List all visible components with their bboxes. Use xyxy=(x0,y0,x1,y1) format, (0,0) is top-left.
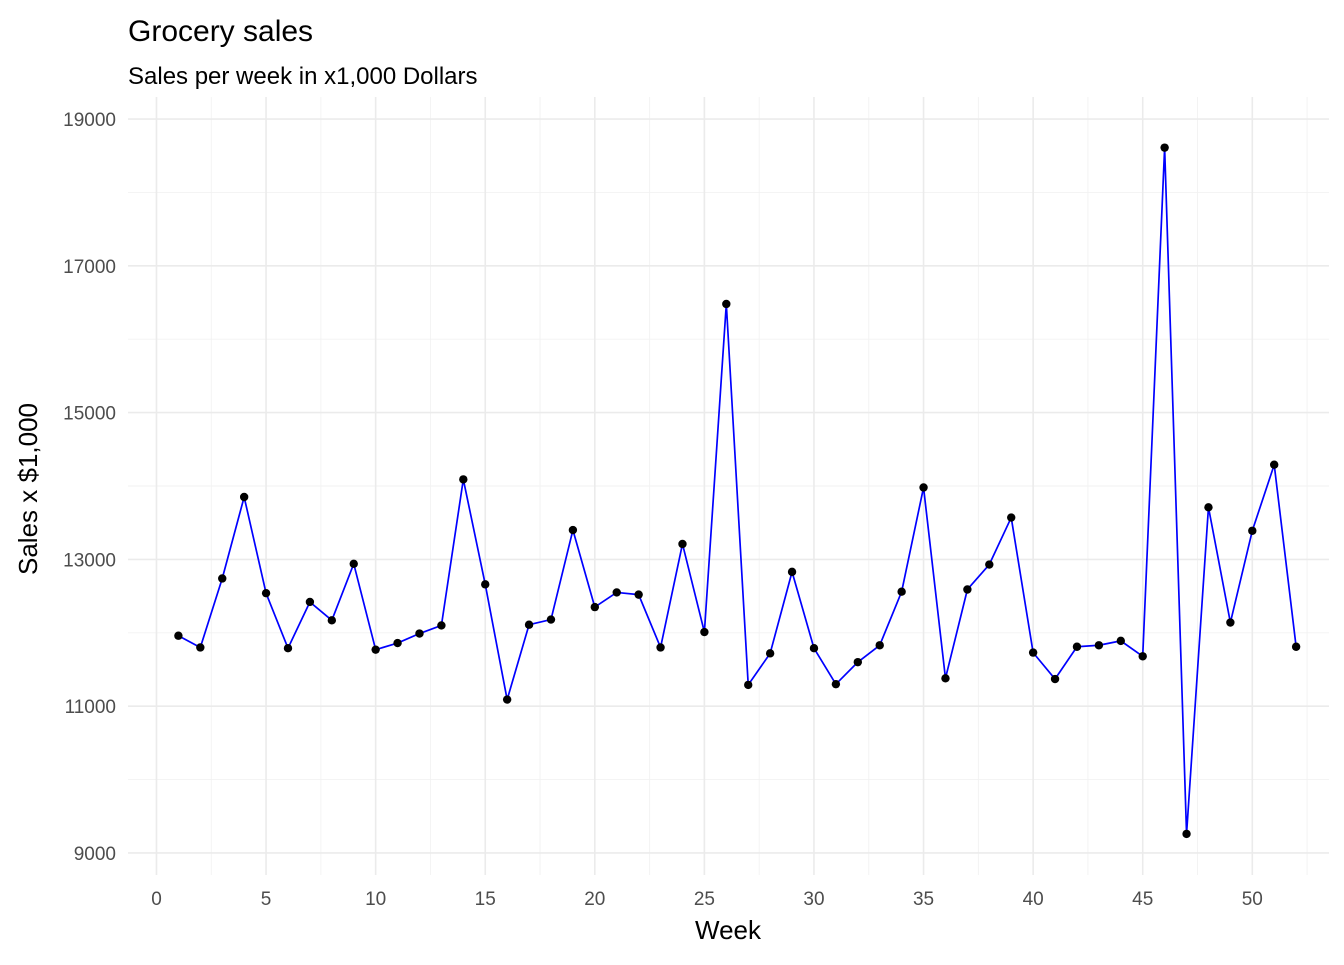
x-tick-label: 10 xyxy=(365,889,386,910)
series-line xyxy=(178,146,1297,835)
data-point xyxy=(174,631,183,640)
x-tick-label: 20 xyxy=(584,889,605,910)
data-point xyxy=(656,643,665,652)
x-tick-label: 50 xyxy=(1242,889,1263,910)
data-point xyxy=(502,695,512,704)
data-point xyxy=(481,580,490,589)
data-point xyxy=(963,585,972,594)
data-point xyxy=(524,620,534,629)
data-point xyxy=(1248,526,1257,535)
data-point xyxy=(678,539,687,549)
data-point xyxy=(853,657,863,667)
data-point xyxy=(415,629,424,638)
data-point xyxy=(1204,503,1213,512)
x-tick-label: 25 xyxy=(694,889,715,910)
y-tick-label: 15000 xyxy=(63,404,116,425)
data-point xyxy=(1270,460,1279,469)
axis-ticks: 0 5 10 15 20 25 30 35 40 45 50 9000 11000 13000 15000 1… xyxy=(63,110,1263,910)
data-point xyxy=(1094,641,1104,650)
data-point xyxy=(196,643,205,652)
x-tick-label: 15 xyxy=(475,889,496,910)
y-axis-title: Sales x $1,000 xyxy=(13,403,43,575)
data-point xyxy=(283,644,293,653)
data-point xyxy=(371,645,380,654)
data-point xyxy=(218,574,227,583)
data-point xyxy=(700,627,709,637)
data-point xyxy=(831,679,841,689)
x-tick-label: 0 xyxy=(151,889,162,910)
data-point xyxy=(875,641,884,650)
data-point xyxy=(1028,648,1038,657)
grid xyxy=(128,97,1329,875)
data-point xyxy=(1160,143,1169,152)
data-point xyxy=(590,602,600,612)
data-point xyxy=(722,299,731,309)
x-tick-label: 35 xyxy=(913,889,934,910)
x-tick-label: 5 xyxy=(261,889,272,910)
series-line-group xyxy=(178,146,1297,835)
data-point xyxy=(634,590,643,599)
x-tick-label: 30 xyxy=(803,889,824,910)
data-point xyxy=(1050,674,1060,684)
data-point xyxy=(261,588,271,598)
y-tick-label: 19000 xyxy=(63,110,116,131)
data-point xyxy=(1116,636,1125,646)
data-points xyxy=(174,143,1301,839)
data-point xyxy=(941,674,950,683)
data-point xyxy=(393,638,402,648)
x-axis-title: Week xyxy=(695,915,762,945)
data-point xyxy=(1291,642,1301,651)
data-point xyxy=(239,492,249,502)
y-tick-label: 13000 xyxy=(63,550,116,571)
data-point xyxy=(1138,652,1147,661)
data-point xyxy=(327,616,337,625)
data-point xyxy=(919,483,928,492)
x-tick-label: 40 xyxy=(1023,889,1044,910)
data-point xyxy=(897,587,906,596)
chart-subtitle: Sales per week in x1,000 Dollars xyxy=(128,63,478,90)
data-point xyxy=(744,680,753,690)
data-point xyxy=(1072,642,1082,651)
data-point xyxy=(437,621,446,630)
data-point xyxy=(809,644,819,653)
data-point xyxy=(349,559,358,568)
x-tick-label: 45 xyxy=(1132,889,1153,910)
chart-title: Grocery sales xyxy=(128,15,313,48)
data-point xyxy=(612,588,621,597)
data-point xyxy=(765,649,775,658)
data-point xyxy=(305,597,315,607)
data-point xyxy=(459,475,468,484)
data-point xyxy=(985,560,994,569)
data-point xyxy=(1007,513,1016,522)
y-tick-label: 9000 xyxy=(74,844,116,865)
y-tick-label: 11000 xyxy=(65,697,116,718)
data-point xyxy=(568,525,578,535)
data-point xyxy=(787,567,797,577)
data-point xyxy=(1226,618,1235,627)
data-point xyxy=(546,615,556,624)
y-tick-label: 17000 xyxy=(63,257,116,278)
data-point xyxy=(1182,829,1191,839)
